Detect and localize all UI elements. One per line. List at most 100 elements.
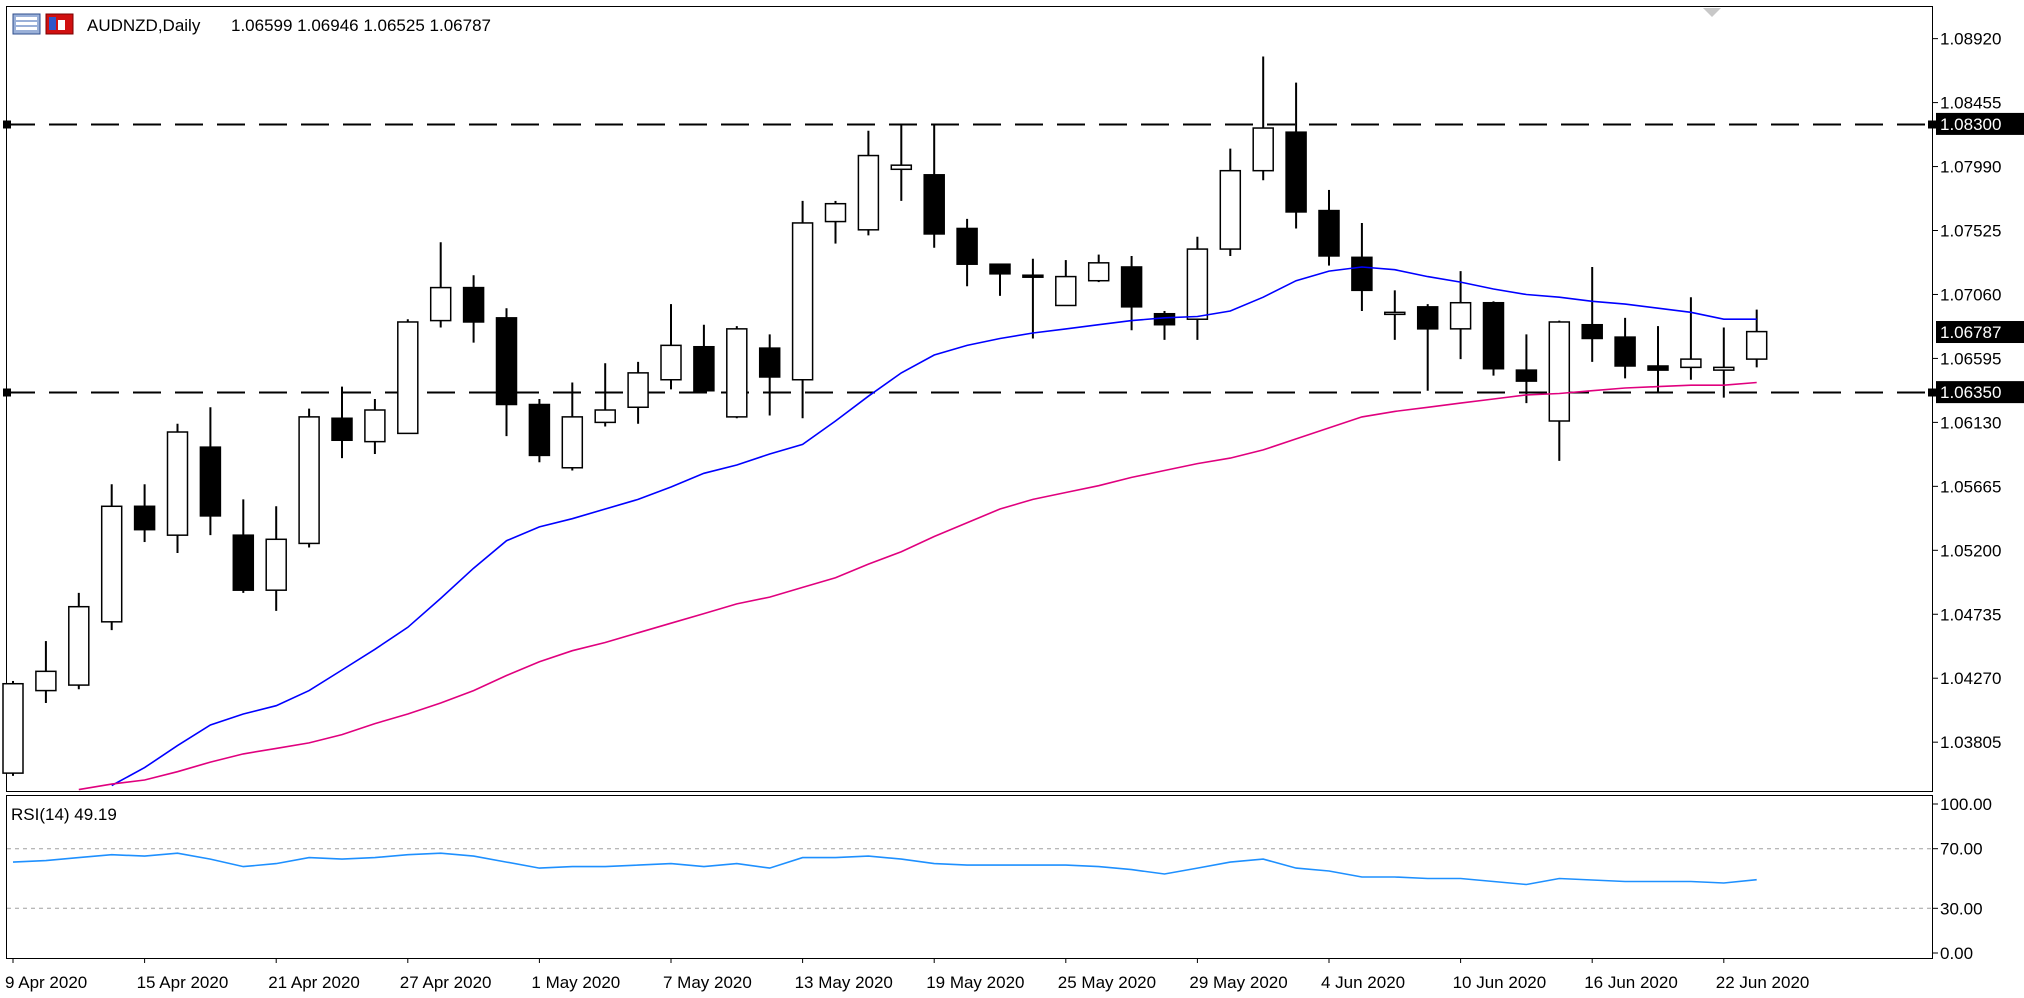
candle: [1022, 258, 1044, 339]
candle: [791, 200, 814, 419]
candle-body-bear: [758, 347, 781, 378]
candle-body-bull: [2, 682, 24, 774]
price-axis-label: 1.07060: [1940, 285, 2001, 304]
moving-average-fast-line: [111, 266, 1757, 787]
price-axis-label: 1.08920: [1940, 30, 2001, 49]
time-axis-label: 7 May 2020: [663, 973, 752, 992]
candle: [660, 304, 682, 390]
candle: [364, 399, 386, 455]
candle: [1384, 290, 1406, 340]
candle-body-bull: [298, 416, 320, 545]
candle-body-bear: [462, 286, 485, 323]
price-axis-label: 1.08455: [1940, 94, 2001, 113]
candle: [1680, 297, 1702, 380]
candle: [1482, 301, 1505, 376]
candle-body-bull: [1087, 262, 1110, 282]
candle: [232, 499, 255, 593]
level-anchor-left: [3, 388, 11, 397]
time-axis-label: 9 Apr 2020: [5, 973, 87, 992]
candle-body-bull: [791, 222, 814, 381]
price-axis-label: 1.06595: [1940, 349, 2001, 368]
candle: [890, 123, 913, 201]
price-axis-label: 1.04270: [1940, 669, 2001, 688]
candle-body-bull: [561, 416, 584, 469]
candle: [166, 423, 189, 554]
candle: [726, 326, 748, 419]
time-axis-label: 16 Jun 2020: [1584, 973, 1678, 992]
panel-collapse-icon[interactable]: [1703, 8, 1721, 17]
candle: [462, 275, 485, 343]
rsi-line: [12, 852, 1757, 886]
candle: [1252, 56, 1274, 181]
price-axis-label: 1.06130: [1940, 413, 2001, 432]
chart-ohlc: 1.06599 1.06946 1.06525 1.06787: [231, 16, 491, 35]
level-anchor-right: [1928, 388, 1936, 397]
rsi-axis-label: 70.00: [1940, 840, 1983, 859]
price-axis-label: 1.05665: [1940, 477, 2001, 496]
candle-body-bear: [1153, 312, 1176, 326]
candle-body-bear: [1120, 266, 1143, 308]
candle: [1351, 222, 1373, 311]
rsi-axis-label: 0.00: [1940, 944, 1973, 963]
candle: [1515, 334, 1538, 404]
candle-body-bear: [1515, 369, 1538, 382]
candle-body-bull: [1252, 127, 1274, 172]
candle: [956, 218, 978, 287]
candle: [133, 484, 156, 543]
candle-body-bear: [956, 227, 978, 265]
candle: [594, 363, 616, 427]
candle: [1614, 317, 1636, 379]
time-axis-label: 21 Apr 2020: [268, 973, 360, 992]
price-axis-label: 1.07990: [1940, 158, 2001, 177]
candle-body-bull: [1449, 301, 1472, 330]
time-axis-label: 13 May 2020: [795, 973, 893, 992]
candle-body-bear: [1482, 301, 1505, 370]
candle-body-bear: [1351, 256, 1373, 292]
level-price-badge: [1936, 381, 2024, 404]
candle-body-bear: [923, 174, 945, 235]
candle: [824, 200, 847, 244]
candle: [758, 334, 781, 416]
chart-symbol: AUDNZD,Daily: [87, 16, 201, 35]
time-axis-label: 29 May 2020: [1189, 973, 1287, 992]
candle-body-bull: [1548, 321, 1571, 422]
candle-body-bull: [660, 344, 682, 381]
price-axis-label: 1.05200: [1940, 541, 2001, 560]
candle-body-bull: [35, 670, 57, 692]
time-axis-label: 19 May 2020: [926, 973, 1024, 992]
candle: [857, 130, 880, 236]
level-anchor-right: [1928, 120, 1936, 129]
level-anchor-left: [3, 120, 11, 129]
candle-body-bear: [232, 534, 255, 591]
candle: [35, 641, 57, 703]
chart-trade-icon[interactable]: [45, 13, 74, 35]
candle-body-bull: [1186, 248, 1209, 320]
candle-body-bear: [495, 317, 518, 406]
chart-properties-icon[interactable]: [12, 13, 41, 35]
time-axis-label: 22 Jun 2020: [1716, 973, 1810, 992]
candle-body-bear: [331, 417, 353, 442]
candle-body-bear: [693, 345, 715, 392]
current-price-label: 1.06787: [1940, 323, 2001, 342]
price-axis-label: 1.07525: [1940, 222, 2001, 241]
candle-body-bull: [166, 431, 189, 536]
candle-body-bull: [1713, 366, 1735, 371]
candle: [397, 319, 419, 435]
candle: [1120, 255, 1143, 331]
candle: [561, 382, 584, 471]
candle-body-bear: [1022, 274, 1044, 278]
price-panel-frame: [6, 6, 1933, 792]
level-price-badge: [1936, 112, 2024, 135]
candle: [1581, 266, 1603, 362]
rsi-axis-label: 100.00: [1940, 795, 1992, 814]
price-axis-label: 1.03805: [1940, 733, 2001, 752]
current-price-badge: [1936, 321, 2024, 344]
candle: [298, 408, 320, 548]
candle: [1087, 254, 1110, 283]
candle: [100, 484, 123, 631]
candle: [1647, 326, 1669, 393]
candle-body-bull: [364, 409, 386, 443]
candle-body-bull: [1745, 330, 1768, 360]
candle-body-bull: [265, 538, 287, 591]
